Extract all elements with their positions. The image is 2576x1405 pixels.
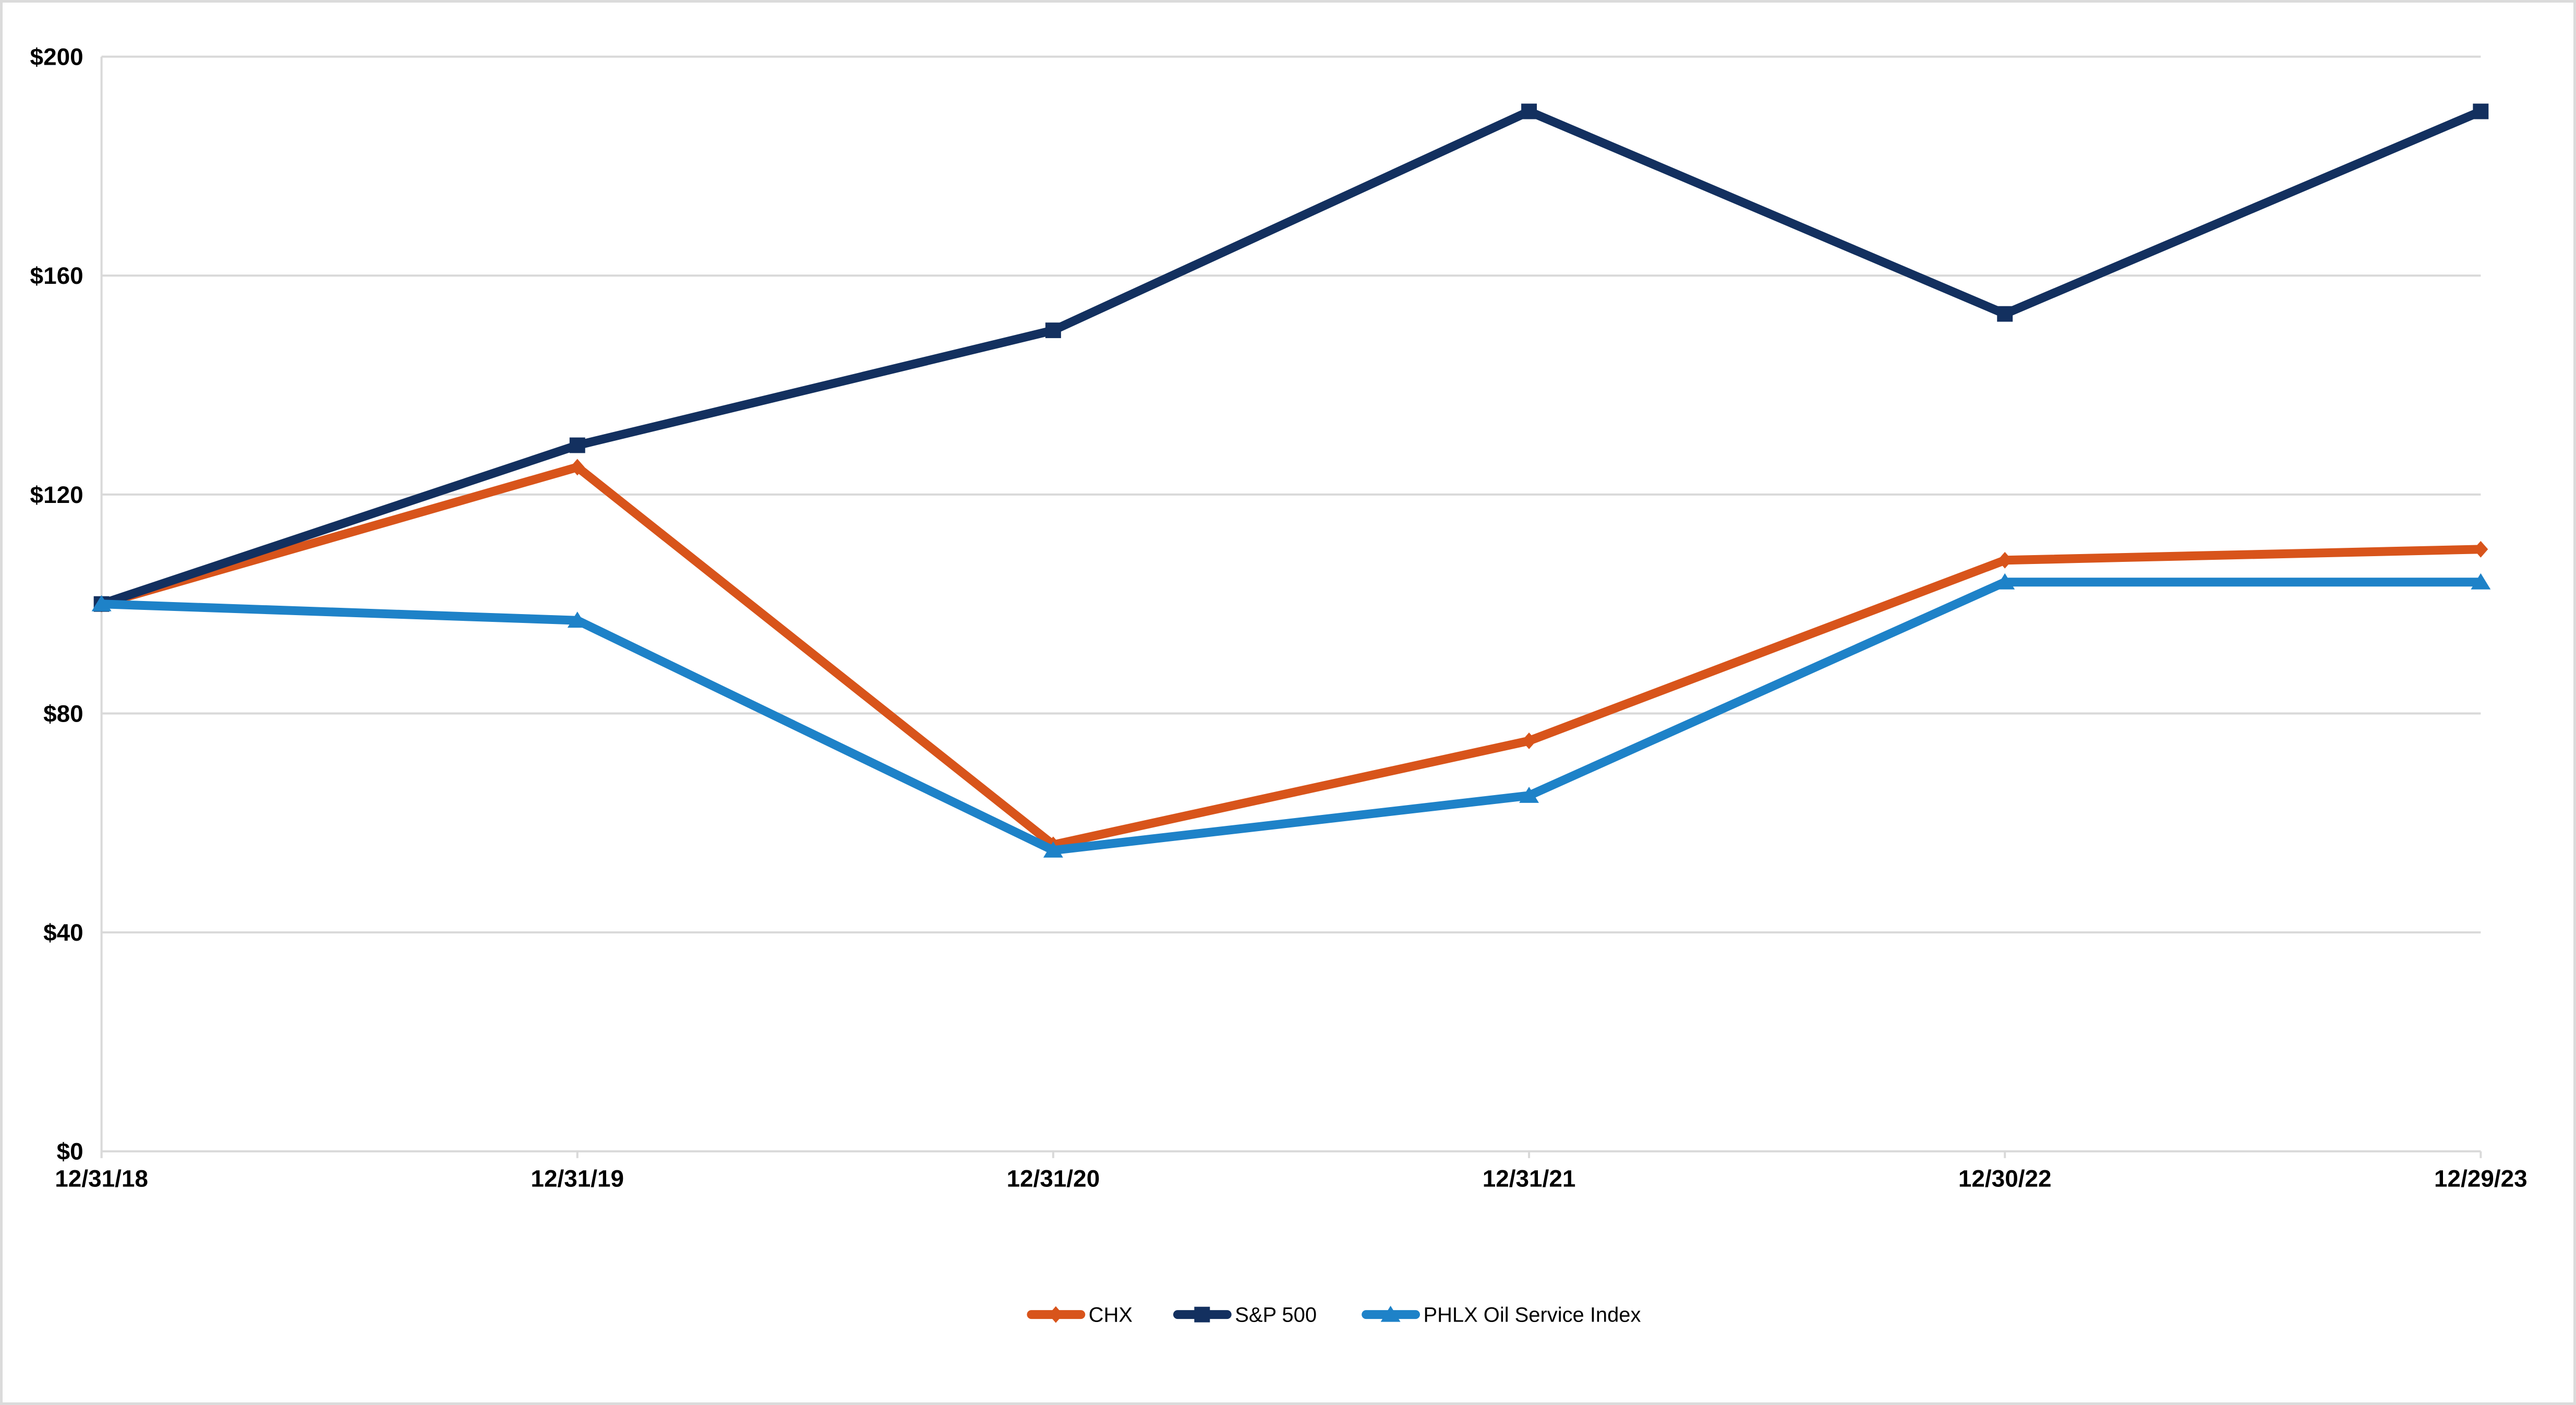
data-point-marker — [569, 437, 585, 453]
legend-marker-square — [1194, 1306, 1210, 1323]
x-tick-label: 12/30/22 — [1958, 1165, 2052, 1192]
x-tick-label: 12/31/20 — [1007, 1165, 1100, 1192]
legend-item: S&P 500 — [1173, 1304, 1317, 1327]
data-point-marker — [1997, 551, 2013, 569]
y-tick-label: $200 — [30, 43, 83, 70]
data-point-marker — [1522, 732, 1537, 749]
series-line — [97, 578, 2485, 855]
data-point-marker — [2473, 541, 2488, 558]
x-tick-label: 12/31/19 — [531, 1165, 624, 1192]
x-axis-labels: 12/31/18 12/31/19 12/31/20 12/31/21 12/30/22… — [55, 1165, 2527, 1192]
data-point-marker — [1521, 103, 1537, 119]
x-tick-label: 12/31/18 — [55, 1165, 148, 1192]
data-point-marker — [91, 595, 112, 611]
legend-item: CHX — [1027, 1304, 1133, 1327]
legend-marker-triangle — [1380, 1305, 1401, 1322]
data-point-marker — [567, 611, 587, 628]
data-point-marker — [2473, 103, 2489, 119]
y-tick-label: $40 — [43, 919, 83, 946]
data-point-marker — [1045, 322, 1061, 339]
data-point-marker — [1519, 786, 1539, 803]
legend-label: CHX — [1089, 1304, 1133, 1327]
series-line — [97, 107, 2485, 609]
y-axis-labels: $0 $40 $80 $120 $160 $200 — [30, 43, 83, 1165]
data-point-marker — [2471, 573, 2491, 590]
y-tick-label: $80 — [43, 700, 83, 727]
legend-label: S&P 500 — [1235, 1304, 1317, 1327]
y-tick-label: $0 — [57, 1138, 83, 1165]
legend-marker-diamond — [1048, 1306, 1063, 1323]
gridlines-group — [101, 55, 2481, 934]
legend: CHX S&P 500 PHLX Oil Service Index — [1027, 1304, 1641, 1327]
x-tick-label: 12/29/23 — [2434, 1165, 2527, 1192]
data-point-marker — [570, 459, 585, 476]
series-phlx-oil-service-index — [91, 573, 2491, 858]
y-tick-label: $120 — [30, 481, 83, 508]
x-tick-label: 12/31/21 — [1483, 1165, 1576, 1192]
data-point-marker — [1997, 306, 2013, 322]
series-line — [97, 462, 2485, 849]
legend-label: PHLX Oil Service Index — [1423, 1304, 1641, 1327]
legend-item: PHLX Oil Service Index — [1362, 1304, 1641, 1327]
data-point-marker — [1995, 573, 2015, 590]
series-chx — [94, 459, 2488, 854]
data-point-marker — [1043, 841, 1063, 858]
y-tick-label: $160 — [30, 262, 83, 289]
series-s-p-500 — [93, 103, 2489, 612]
